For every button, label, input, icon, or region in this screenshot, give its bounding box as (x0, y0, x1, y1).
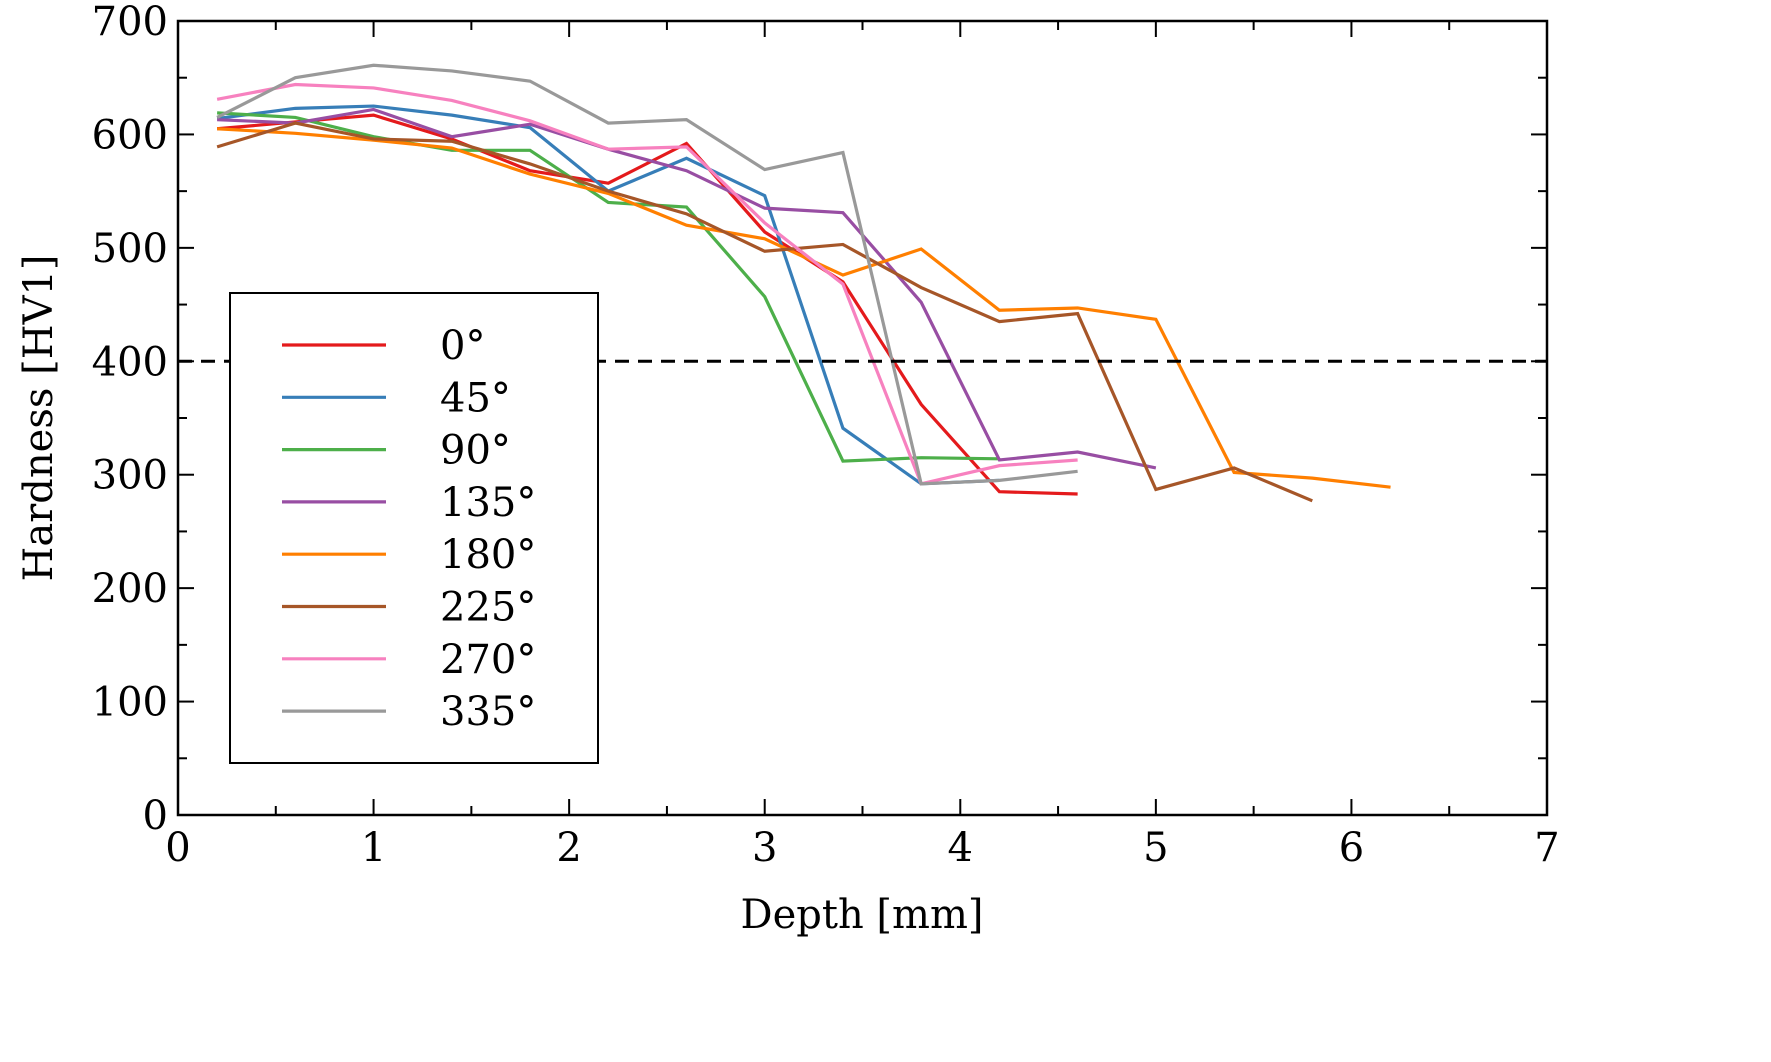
x-tick-label: 0 (165, 825, 190, 871)
x-tick-label: 2 (556, 825, 581, 871)
x-tick-label: 5 (1143, 825, 1168, 871)
axis-ticks: 0 1 2 3 4 5 6 7 0 100 200 300 400 500 600 700 (92, 0, 1560, 871)
series-line-4 (217, 127, 1391, 489)
series-line-2 (217, 111, 1000, 463)
y-tick-label: 700 (92, 0, 168, 45)
legend-box (229, 292, 599, 764)
legend-label: 45° (440, 375, 511, 421)
legend-label: 270° (440, 637, 536, 683)
y-tick-label: 300 (92, 453, 168, 499)
y-tick-label: 0 (143, 793, 168, 839)
x-tick-label: 7 (1534, 825, 1559, 871)
x-tick-label: 6 (1339, 825, 1364, 871)
y-tick-label: 200 (92, 566, 168, 612)
series-line-0 (216, 113, 1078, 496)
y-axis-label: Hardness [HV1] (16, 254, 62, 581)
x-axis-label: Depth [mm] (741, 892, 984, 938)
legend-label: 225° (440, 585, 536, 631)
y-tick-label: 600 (92, 112, 168, 158)
y-tick-label: 400 (92, 339, 168, 385)
series-line-5 (216, 121, 1313, 503)
legend-label: 90° (440, 428, 511, 474)
series-line-3 (217, 107, 1157, 470)
legend: 0° 45° 90° 135° 180° 225° 270° 335° (229, 292, 599, 764)
series-lines (216, 63, 1391, 503)
x-tick-label: 3 (752, 825, 777, 871)
series-line-7 (216, 63, 1078, 486)
y-tick-label: 500 (92, 226, 168, 272)
legend-label: 180° (440, 532, 536, 578)
legend-label: 0° (440, 323, 485, 369)
legend-label: 335° (440, 689, 536, 735)
legend-label: 135° (440, 480, 536, 526)
x-tick-label: 1 (361, 825, 386, 871)
y-tick-label: 100 (92, 680, 168, 726)
series-line-6 (216, 82, 1078, 486)
x-tick-label: 4 (948, 825, 973, 871)
